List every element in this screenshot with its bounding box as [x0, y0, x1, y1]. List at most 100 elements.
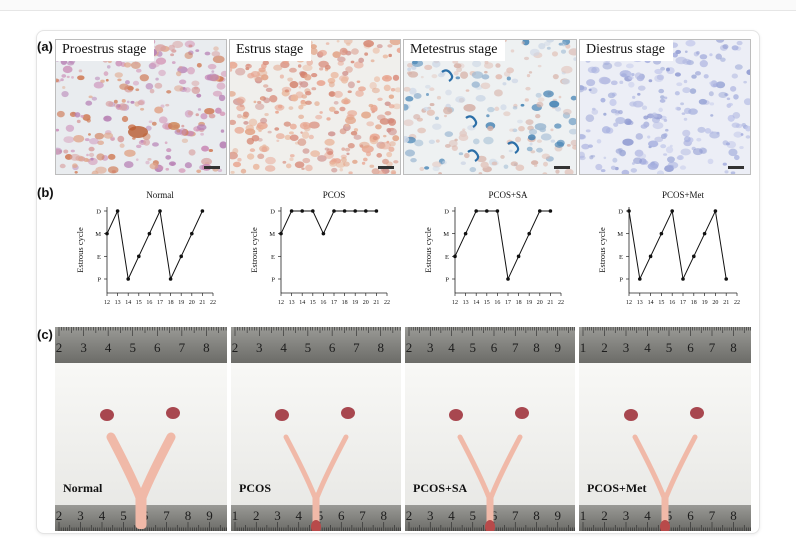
ruler-number: 2 — [601, 340, 608, 355]
ruler-number: 6 — [491, 340, 498, 355]
y-tick-label: E — [97, 254, 101, 261]
cell — [154, 82, 163, 89]
cell — [257, 100, 262, 104]
cell — [337, 61, 344, 66]
cell — [305, 164, 313, 172]
x-tick-label: 22 — [384, 300, 390, 306]
cell — [188, 149, 196, 156]
cell — [332, 51, 341, 58]
cell — [683, 117, 688, 121]
cell — [609, 98, 617, 107]
ruler-number: 8 — [730, 340, 737, 355]
cell — [652, 122, 664, 130]
y-tick-label: E — [271, 254, 275, 261]
cell — [184, 40, 195, 48]
cell — [318, 60, 329, 68]
cell — [356, 80, 361, 83]
cell — [88, 95, 93, 99]
ruler-number: 3 — [427, 508, 434, 523]
data-point — [548, 209, 553, 213]
cell — [196, 62, 202, 68]
cell — [420, 75, 424, 79]
cell — [289, 67, 297, 73]
cell — [244, 128, 256, 136]
cell — [570, 95, 576, 101]
cell — [404, 119, 414, 127]
cell — [483, 136, 494, 145]
cell — [285, 163, 292, 169]
cell — [628, 75, 634, 80]
data-point — [627, 209, 631, 213]
cell — [621, 169, 630, 174]
chart-pcos-met: PCOS+Met Estrous cycle P E M D 12 13 14 15 16 17 18 1… — [573, 183, 751, 315]
ruler-number: 7 — [709, 340, 716, 355]
cell — [230, 170, 235, 174]
cell — [348, 171, 353, 174]
cell — [284, 89, 289, 93]
cell — [262, 60, 269, 66]
right-ovary — [690, 407, 704, 419]
cell — [219, 141, 226, 149]
cell — [460, 71, 469, 79]
chart-svg: PCOS Estrous cycle P E M D 12 13 14 15 16 17 18 19 20 2… — [249, 190, 390, 306]
cell — [168, 44, 175, 51]
cell — [526, 74, 531, 78]
cell — [372, 47, 380, 54]
cell — [614, 61, 622, 67]
left-ovary — [449, 409, 463, 421]
x-tick-label: 17 — [331, 300, 337, 306]
cell — [247, 72, 255, 79]
data-point — [289, 209, 294, 213]
cell — [346, 42, 351, 46]
cell — [283, 121, 291, 127]
data-point — [692, 254, 696, 259]
cell — [602, 62, 613, 70]
cell — [126, 100, 130, 104]
cell — [371, 87, 380, 94]
cell — [580, 151, 585, 159]
ruler-number: 2 — [56, 340, 63, 355]
cell — [160, 104, 165, 108]
cell — [718, 91, 728, 98]
stage-label: Proestrus stage — [56, 40, 155, 61]
cell — [263, 97, 271, 104]
cell — [524, 98, 529, 102]
cell — [336, 40, 340, 43]
ruler-number: 8 — [730, 508, 737, 523]
cell — [637, 153, 647, 159]
cell — [370, 59, 375, 63]
cell — [97, 140, 105, 146]
cell — [371, 107, 378, 112]
cell — [261, 74, 269, 81]
cell — [715, 81, 726, 89]
cell — [71, 76, 74, 79]
group-label: PCOS+Met — [587, 481, 647, 495]
cell — [707, 158, 714, 165]
cell — [396, 47, 400, 53]
cell — [530, 160, 539, 166]
cell — [174, 85, 184, 92]
cell — [232, 148, 239, 154]
cell — [708, 91, 714, 97]
cell — [220, 129, 225, 133]
cell — [194, 86, 199, 90]
ruler-top — [579, 327, 751, 363]
cell — [663, 118, 668, 122]
cell — [438, 172, 442, 174]
cell — [425, 93, 429, 97]
cell — [503, 71, 511, 77]
cell — [297, 64, 302, 68]
cell — [641, 105, 648, 110]
cell — [343, 99, 349, 105]
cell — [675, 106, 680, 111]
cell — [404, 103, 409, 111]
cell — [387, 44, 393, 48]
cell — [669, 144, 673, 148]
cell — [444, 131, 454, 137]
cell — [561, 78, 571, 85]
cell — [458, 133, 469, 141]
cell — [509, 128, 515, 132]
cell — [341, 157, 347, 163]
cell — [130, 61, 141, 69]
cell — [246, 137, 255, 145]
